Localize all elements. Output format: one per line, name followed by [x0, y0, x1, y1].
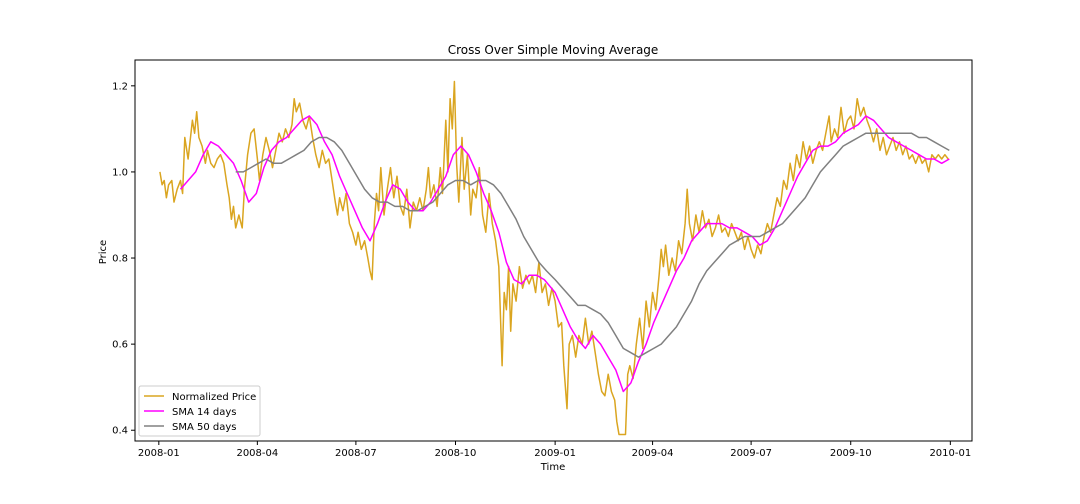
- x-tick-label: 2008-01: [138, 448, 180, 459]
- x-tick-label: 2008-07: [335, 448, 377, 459]
- x-tick-label: 2008-04: [236, 448, 278, 459]
- chart-title: Cross Over Simple Moving Average: [448, 43, 659, 57]
- x-tick-label: 2008-10: [435, 448, 477, 459]
- y-tick-label: 0.8: [112, 254, 128, 265]
- x-axis: 2008-01 2008-04 2008-07 2008-10 2009-01 2009-…: [138, 441, 971, 459]
- series-layer: [159, 80, 950, 436]
- x-tick-label: 2010-01: [929, 448, 971, 459]
- legend-label-sma-50: SMA 50 days: [172, 422, 237, 433]
- legend-label-normalized-price: Normalized Price: [172, 392, 256, 403]
- y-axis-label: Price: [98, 240, 109, 264]
- y-tick-label: 0.6: [112, 340, 128, 351]
- x-axis-label: Time: [540, 462, 565, 473]
- x-tick-label: 2009-01: [534, 448, 576, 459]
- series-line-sma-14-days: [179, 115, 950, 393]
- plot-area-frame: [134, 59, 973, 442]
- series-line-sma-50-days: [235, 132, 950, 358]
- y-tick-label: 0.4: [112, 426, 128, 437]
- legend-label-sma-14: SMA 14 days: [172, 407, 237, 418]
- y-tick-label: 1.0: [112, 167, 128, 178]
- y-axis: 0.4 0.6 0.8 1.0 1.2: [112, 81, 135, 437]
- y-tick-label: 1.2: [112, 81, 128, 92]
- x-tick-label: 2009-07: [730, 448, 772, 459]
- x-tick-label: 2009-04: [632, 448, 674, 459]
- x-tick-label: 2009-10: [830, 448, 872, 459]
- legend-box: [138, 385, 261, 437]
- series-line-normalized-price: [159, 80, 949, 436]
- legend: Normalized Price SMA 14 days SMA 50 days: [138, 385, 261, 437]
